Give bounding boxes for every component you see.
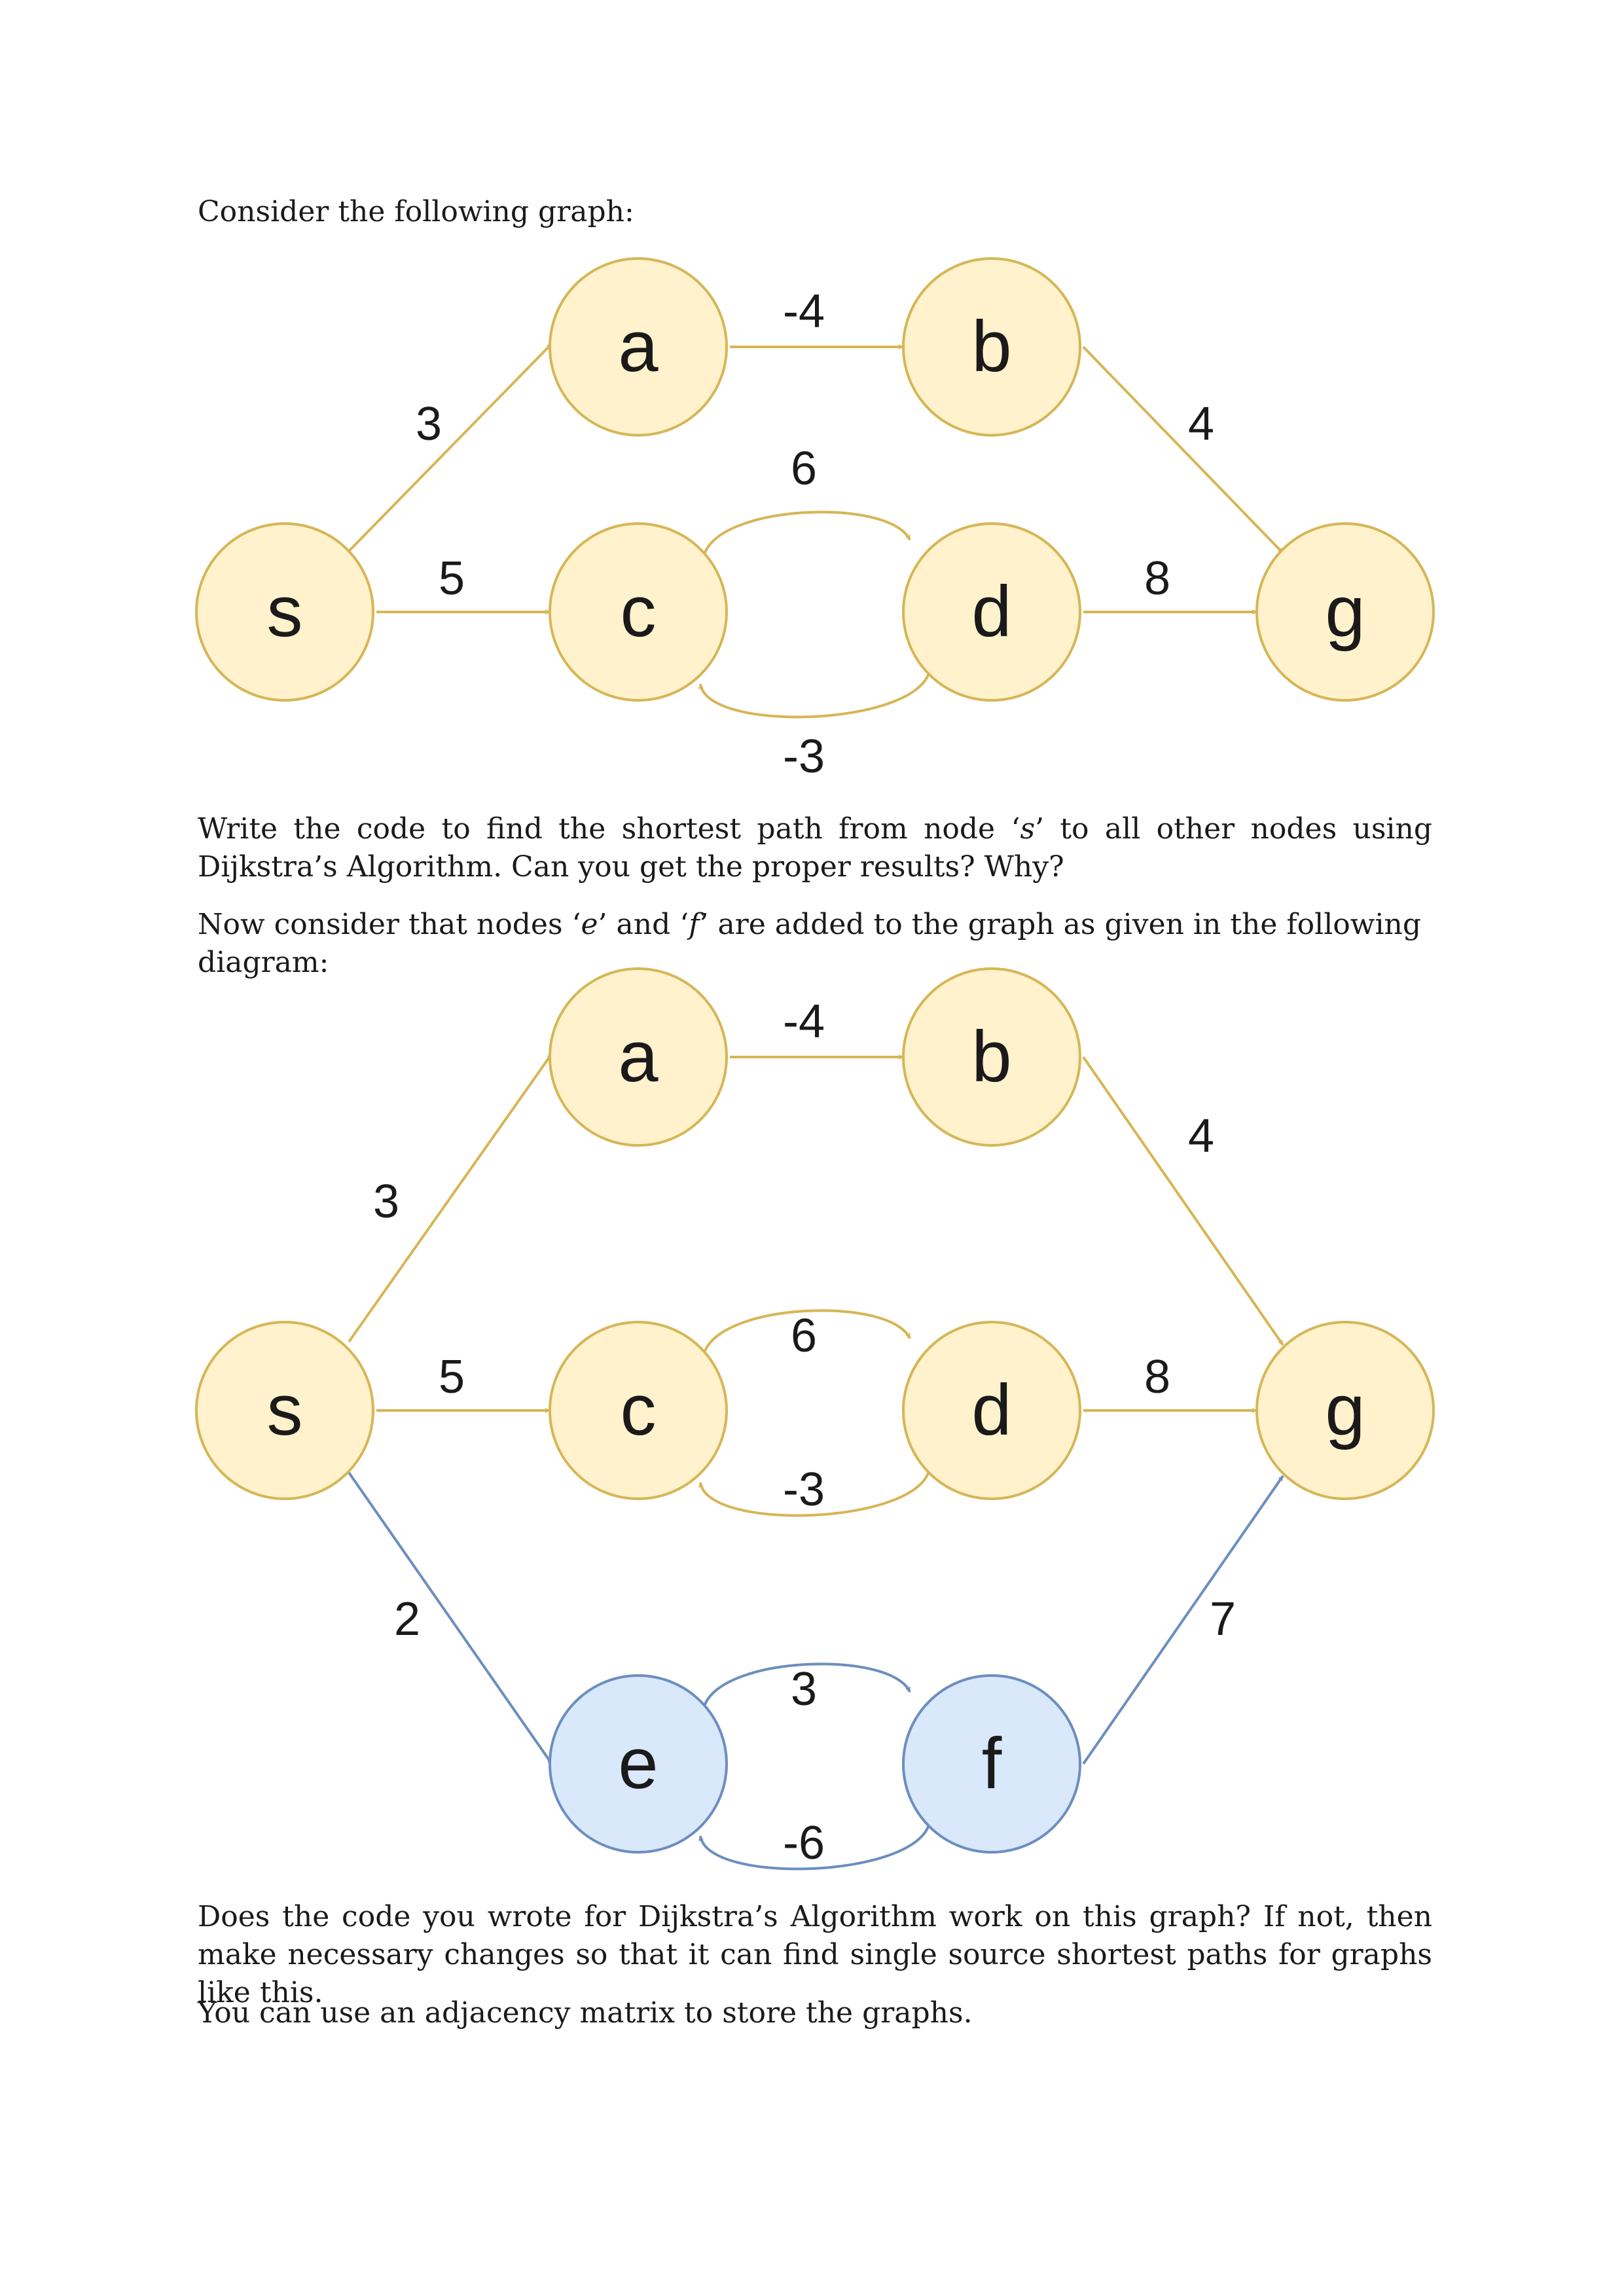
- graph-2-blue-edges: [348, 1471, 1284, 1871]
- node2-d-label: d: [971, 1370, 1011, 1450]
- question-1-text: Write the code to find the shortest path…: [198, 810, 1432, 886]
- node-a: [549, 257, 728, 437]
- node-d: [902, 522, 1081, 702]
- edge-s-a: [348, 342, 553, 552]
- question-1-node: s: [1020, 812, 1036, 846]
- weight2-a-b: -4: [783, 996, 825, 1048]
- graph-1-diagram: 3 -4 4 5 6 -3 8 s a b c d g: [195, 257, 1435, 783]
- weight2-e-f: 3: [791, 1663, 817, 1715]
- node2-f: [902, 1674, 1081, 1854]
- weight2-d-g: 8: [1144, 1351, 1170, 1403]
- node2-b-label: b: [971, 1016, 1011, 1097]
- graph-2-diagram: 3 -4 4 5 6 -3 8 2 3 -6 7 s a b c d g e f: [195, 967, 1435, 1871]
- edge-c-d: [702, 511, 911, 557]
- intro-text: Consider the following graph:: [198, 195, 634, 228]
- weight-s-c: 5: [439, 552, 465, 605]
- graph-2-yellow-nodes: [195, 967, 1435, 1500]
- edge2-b-g: [1082, 1056, 1284, 1346]
- edge2-f-g: [1082, 1475, 1284, 1765]
- node2-d: [902, 1321, 1081, 1500]
- node2-a-label: a: [618, 1016, 659, 1097]
- node2-s-label: s: [267, 1370, 303, 1450]
- node-b: [902, 257, 1081, 437]
- transition-text: Now consider that nodes ‘e’ and ‘f’ are …: [198, 906, 1432, 982]
- edge2-d-c: [698, 1469, 931, 1517]
- node-a-label: a: [618, 306, 659, 387]
- node2-f-label: f: [982, 1723, 1002, 1804]
- edge2-f-e: [698, 1822, 931, 1871]
- node-d-label: d: [971, 571, 1011, 652]
- node-s-label: s: [267, 571, 303, 652]
- weight2-f-g: 7: [1210, 1593, 1236, 1645]
- edge2-c-d: [702, 1309, 911, 1355]
- graph-1-edges: [348, 342, 1284, 719]
- node2-s: [195, 1321, 374, 1500]
- question-2-text: Does the code you wrote for Dijkstra’s A…: [198, 1900, 1432, 2009]
- node2-e: [549, 1674, 728, 1854]
- edge2-e-f: [702, 1662, 911, 1709]
- weight2-s-a: 3: [373, 1175, 399, 1228]
- graph-2-edge-labels: 3 -4 4 5 6 -3 8 2 3 -6 7: [373, 996, 1236, 1869]
- weight-d-g: 8: [1144, 552, 1170, 605]
- node-c-label: c: [621, 571, 657, 652]
- weight-a-b: -4: [783, 285, 825, 338]
- weight-b-g: 4: [1188, 398, 1214, 450]
- graph-2-node-labels: s a b c d g e f: [267, 1016, 1365, 1804]
- question-1-post: ’ to all other nodes using Dijkstra’s Al…: [198, 812, 1433, 884]
- node-b-label: b: [971, 306, 1011, 387]
- edge-d-c: [698, 670, 931, 719]
- question-1-pre: Write the code to find the shortest path…: [198, 812, 1020, 846]
- graph-1-node-labels: s a b c d g: [267, 306, 1365, 652]
- graph-1-nodes: [195, 257, 1435, 702]
- edge2-s-a: [348, 1052, 553, 1343]
- transition-node-e: e: [581, 908, 598, 941]
- node-c: [549, 522, 728, 702]
- graph-2-blue-nodes: [549, 1674, 1081, 1854]
- weight2-s-c: 5: [439, 1351, 465, 1403]
- weight2-c-d: 6: [791, 1310, 817, 1362]
- graph-2-yellow-edges: [348, 1052, 1284, 1517]
- transition-mid: ’ and ‘: [598, 908, 689, 941]
- node2-b: [902, 967, 1081, 1147]
- weight-d-c: -3: [783, 730, 825, 783]
- hint-text: You can use an adjacency matrix to store…: [198, 1996, 973, 2030]
- weight-s-a: 3: [416, 398, 442, 450]
- transition-post: ’ are added to the graph as given in the…: [198, 908, 1422, 979]
- node2-a: [549, 967, 728, 1147]
- transition-pre: Now consider that nodes ‘: [198, 908, 581, 941]
- weight2-s-e: 2: [394, 1593, 420, 1645]
- graph-1-edge-labels: 3 -4 4 5 6 -3 8: [416, 285, 1214, 783]
- edge2-s-e: [348, 1471, 553, 1765]
- node2-c-label: c: [621, 1370, 657, 1450]
- weight-c-d: 6: [791, 442, 817, 495]
- weight2-b-g: 4: [1188, 1110, 1214, 1162]
- weight2-f-e: -6: [783, 1817, 825, 1869]
- edge-b-g: [1082, 346, 1284, 554]
- node2-g-label: g: [1325, 1370, 1365, 1450]
- node-s: [195, 522, 374, 702]
- node2-g: [1255, 1321, 1435, 1500]
- node2-c: [549, 1321, 728, 1500]
- transition-node-f: f: [689, 908, 700, 941]
- node-g: [1255, 522, 1435, 702]
- node2-e-label: e: [618, 1723, 658, 1804]
- weight2-d-c: -3: [783, 1463, 825, 1516]
- node-g-label: g: [1325, 571, 1365, 652]
